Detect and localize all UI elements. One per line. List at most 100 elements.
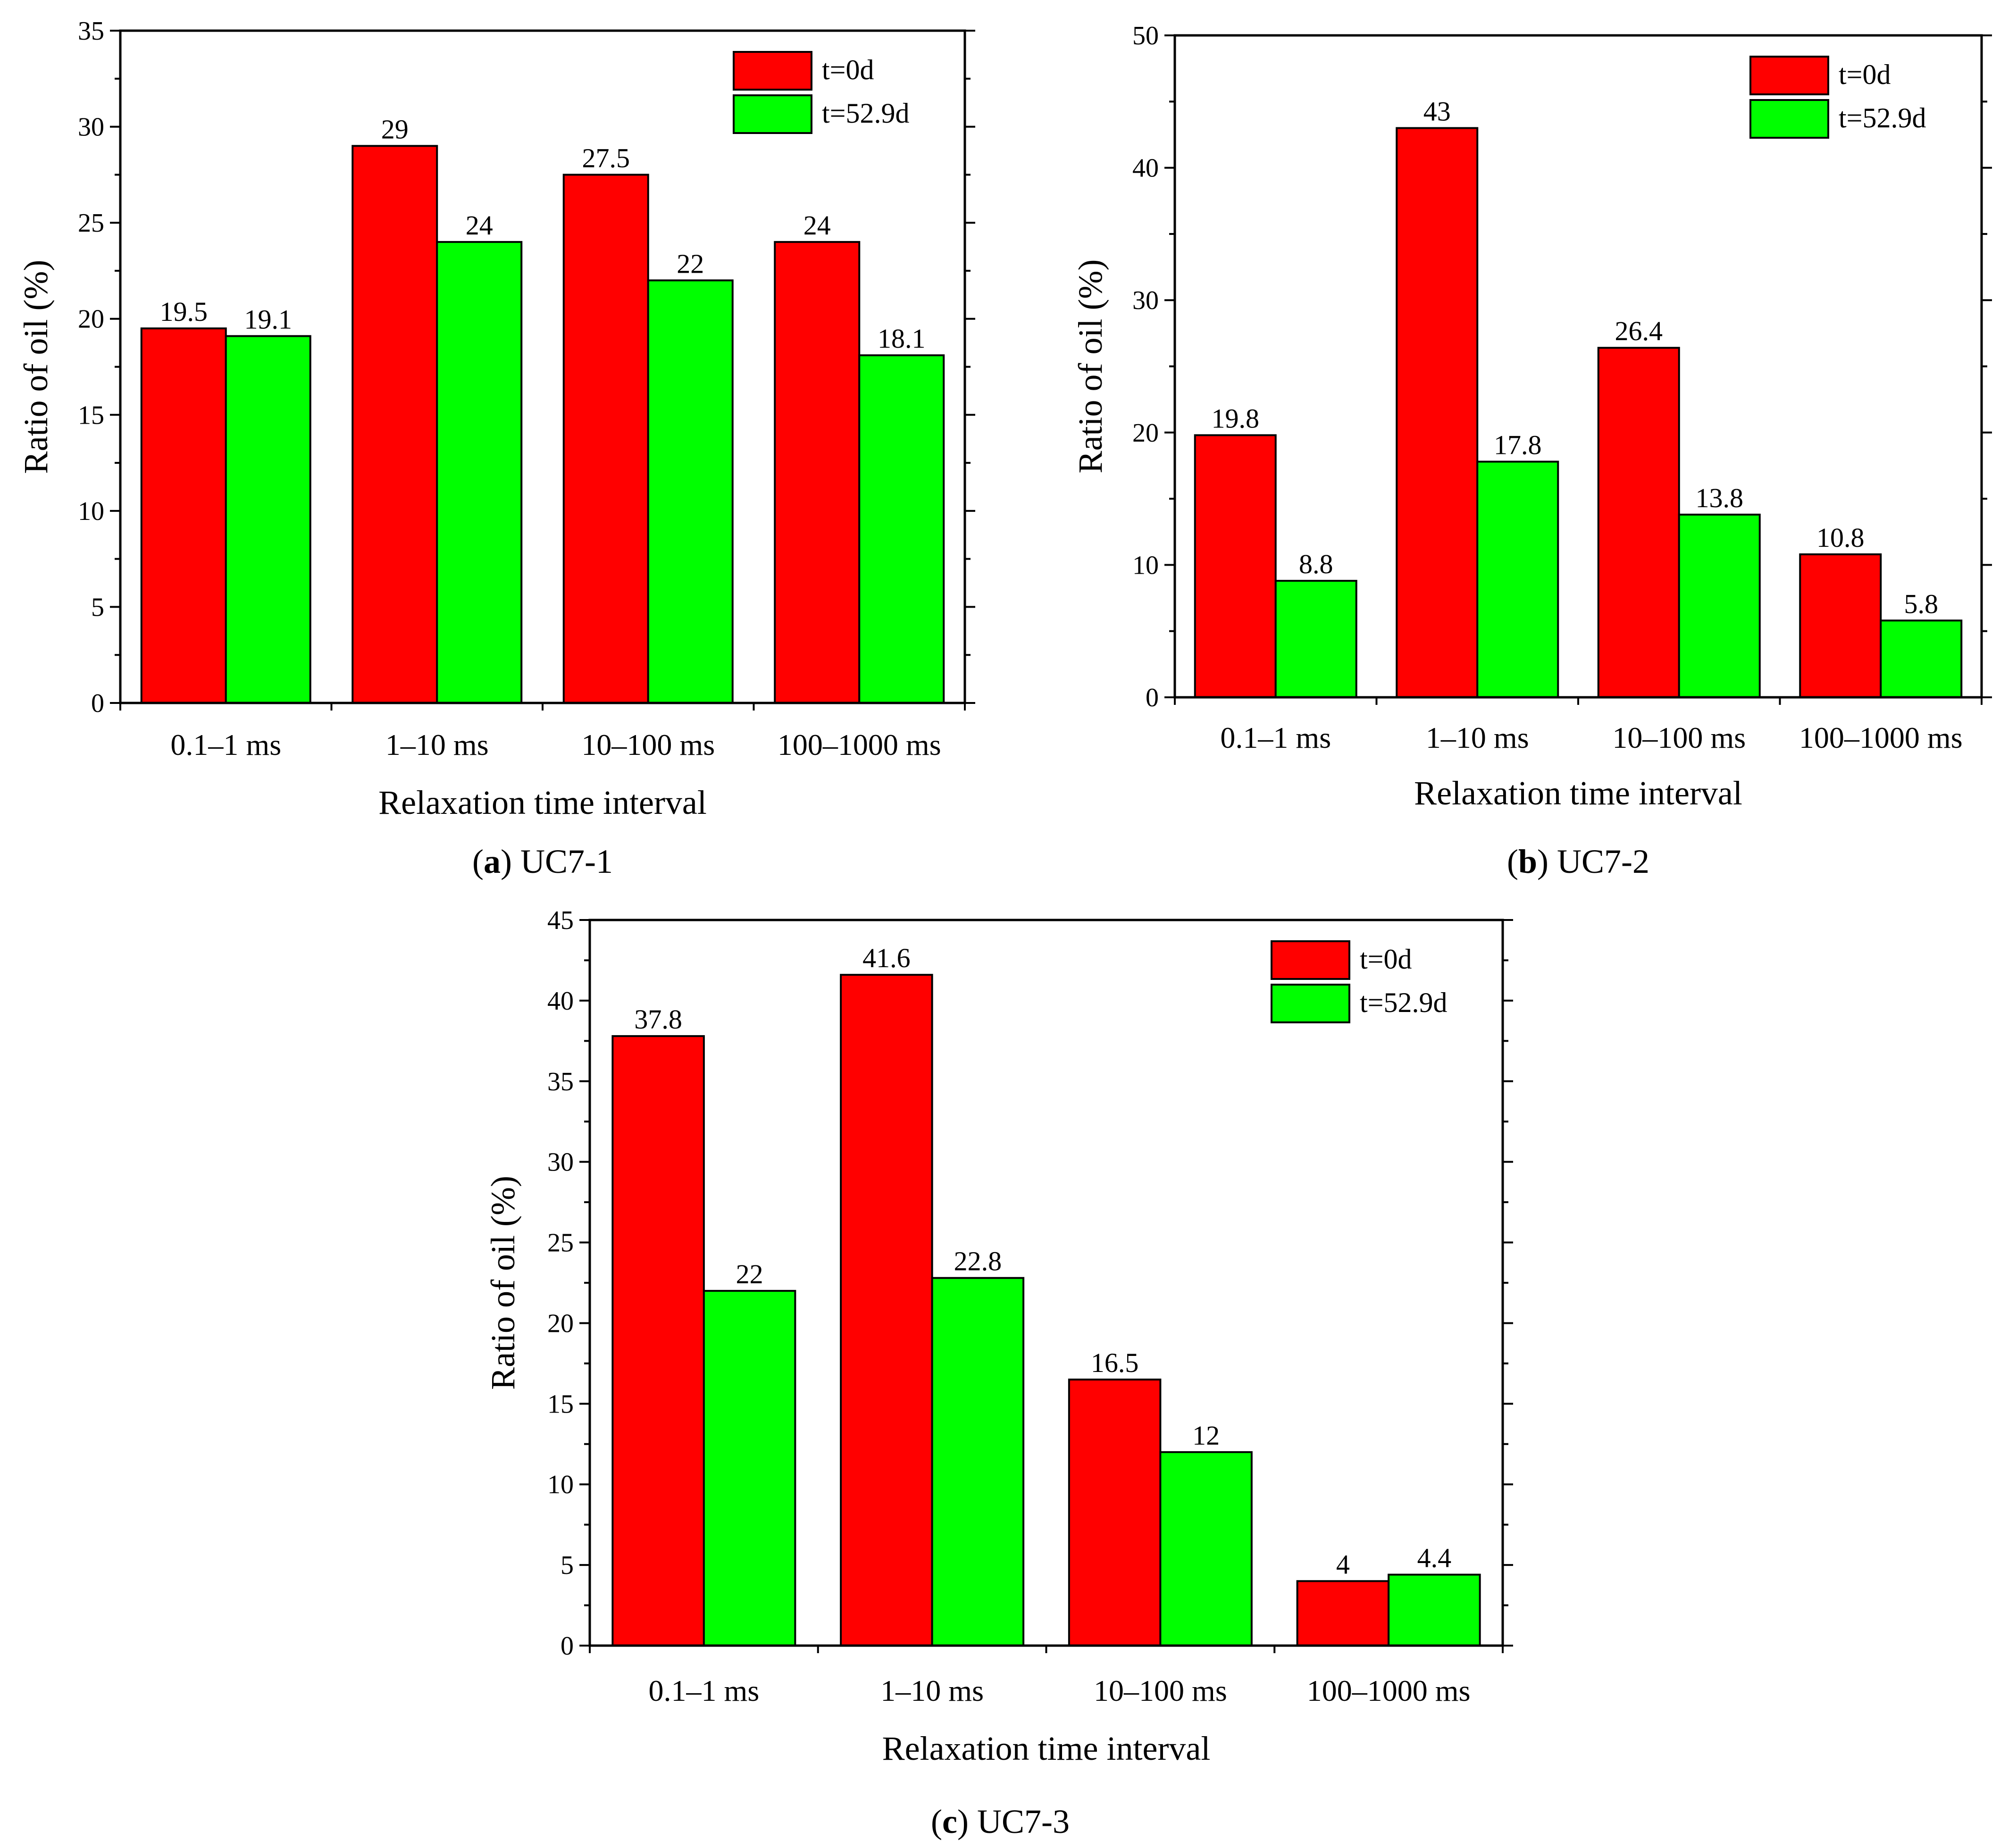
- data-label: 27.5: [582, 142, 630, 173]
- x-tick-label: 100–1000 ms: [1307, 1674, 1471, 1707]
- x-tick-label: 0.1–1 ms: [1220, 721, 1331, 754]
- bar-t0d-3: [1799, 553, 1882, 699]
- y-tick-label: 15: [78, 401, 104, 430]
- x-axis-title: Relaxation time interval: [882, 1730, 1211, 1767]
- data-label: 22.8: [954, 1246, 1002, 1277]
- legend-swatch: [1749, 99, 1829, 139]
- y-tick-label: 20: [1132, 418, 1159, 448]
- bar-t0d-1: [351, 145, 438, 704]
- caption-text: UC7-1: [512, 843, 613, 880]
- y-tick-label: 30: [1132, 286, 1159, 315]
- x-tick-label: 1–10 ms: [385, 728, 489, 761]
- data-label: 16.5: [1091, 1347, 1139, 1378]
- y-axis-title: Ratio of oil (%): [484, 1176, 522, 1390]
- figure-caption: (c) UC7-3: [931, 1803, 1070, 1840]
- legend-label: t=0d: [1360, 944, 1412, 975]
- bar-t0d-3: [774, 241, 861, 704]
- data-label: 13.8: [1696, 483, 1744, 513]
- bar-t0d-0: [1194, 434, 1277, 698]
- chart-panel-a: 19.5 19.1 0.1–1 ms 29 24 1–10 ms 27.5 22 10–100 …: [17, 17, 975, 880]
- x-tick-label: 100–1000 ms: [1799, 721, 1963, 754]
- figure-caption: (a) UC7-1: [472, 843, 613, 880]
- x-tick-label: 100–1000 ms: [778, 728, 941, 761]
- y-tick-label: 15: [547, 1389, 574, 1419]
- data-label: 8.8: [1299, 549, 1333, 579]
- data-label: 43: [1423, 96, 1451, 126]
- chart-panel-b: 19.8 8.8 0.1–1 ms 43 17.8 1–10 ms 26.4 13.8 10–1…: [1071, 21, 1992, 880]
- chart-panel-c: 37.8 22 0.1–1 ms 41.6 22.8 1–10 ms 16.5 12 10–10…: [484, 906, 1513, 1840]
- caption-letter: b: [1518, 843, 1537, 880]
- y-tick-label: 5: [91, 593, 104, 622]
- data-label: 4: [1336, 1549, 1350, 1580]
- bar-t0d-0: [611, 1035, 705, 1647]
- y-tick-label: 30: [78, 113, 104, 142]
- x-tick-label: 10–100 ms: [1612, 721, 1746, 754]
- figure-caption: (b) UC7-2: [1507, 843, 1649, 880]
- data-label: 19.5: [160, 296, 208, 327]
- data-label: 24: [803, 210, 831, 241]
- y-tick-label: 10: [547, 1470, 574, 1499]
- legend-swatch: [1271, 940, 1350, 980]
- bar-t52-9d-0: [703, 1290, 796, 1647]
- data-label: 17.8: [1494, 430, 1542, 460]
- data-label: 5.8: [1904, 588, 1939, 619]
- legend-label: t=0d: [1839, 59, 1891, 90]
- bar-t52-9d-2: [647, 279, 734, 704]
- y-tick-label: 5: [561, 1551, 574, 1580]
- y-tick-label: 50: [1132, 21, 1159, 50]
- y-axis-title: Ratio of oil (%): [1071, 259, 1109, 474]
- x-tick-label: 1–10 ms: [1426, 721, 1529, 754]
- data-label: 18.1: [878, 323, 926, 354]
- y-tick-label: 0: [561, 1631, 574, 1661]
- bar-t52-9d-0: [1274, 580, 1357, 699]
- data-label: 22: [677, 248, 704, 279]
- caption-letter: a: [484, 843, 501, 880]
- data-label: 41.6: [862, 943, 911, 973]
- y-tick-label: 40: [1132, 154, 1159, 183]
- x-axis-title: Relaxation time interval: [1414, 774, 1742, 812]
- caption-text: UC7-3: [969, 1803, 1070, 1840]
- legend-swatch: [733, 51, 812, 91]
- data-label: 12: [1192, 1420, 1220, 1451]
- bar-t0d-2: [562, 174, 649, 704]
- y-tick-label: 10: [78, 497, 104, 526]
- caption-text: UC7-2: [1548, 843, 1649, 880]
- data-label: 29: [381, 114, 409, 144]
- y-tick-label: 20: [78, 305, 104, 334]
- legend: t=0d t=52.9d: [1749, 56, 1926, 139]
- legend-label: t=52.9d: [1839, 102, 1926, 134]
- data-label: 4.4: [1417, 1543, 1452, 1573]
- caption-letter: c: [942, 1803, 957, 1840]
- bar-t52-9d-3: [1388, 1573, 1481, 1647]
- data-label: 37.8: [634, 1004, 682, 1035]
- legend-swatch: [733, 94, 812, 134]
- bar-t52-9d-3: [1880, 619, 1963, 698]
- legend-swatch: [1749, 56, 1829, 95]
- bar-t0d-0: [140, 327, 227, 704]
- y-tick-label: 35: [78, 17, 104, 46]
- y-tick-label: 10: [1132, 551, 1159, 580]
- bar-t52-9d-1: [1476, 460, 1559, 698]
- y-tick-label: 0: [91, 689, 104, 718]
- bar-t52-9d-1: [436, 241, 523, 704]
- legend: t=0d t=52.9d: [733, 51, 910, 134]
- y-tick-label: 25: [78, 209, 104, 238]
- data-label: 19.1: [244, 304, 293, 334]
- data-label: 10.8: [1816, 522, 1865, 553]
- bar-t0d-1: [1396, 127, 1479, 698]
- y-tick-label: 20: [547, 1309, 574, 1338]
- data-label: 26.4: [1615, 316, 1663, 346]
- legend: t=0d t=52.9d: [1271, 940, 1448, 1023]
- x-tick-label: 0.1–1 ms: [649, 1674, 760, 1707]
- x-tick-label: 0.1–1 ms: [170, 728, 281, 761]
- y-tick-label: 0: [1146, 683, 1159, 712]
- data-label: 22: [736, 1259, 763, 1289]
- legend-label: t=52.9d: [1360, 987, 1448, 1018]
- x-tick-label: 10–100 ms: [1094, 1674, 1227, 1707]
- legend-label: t=0d: [822, 54, 874, 85]
- bar-t52-9d-0: [225, 335, 311, 704]
- y-axis-title: Ratio of oil (%): [17, 260, 55, 474]
- bar-t52-9d-2: [1678, 513, 1761, 698]
- bar-t0d-3: [1296, 1580, 1390, 1647]
